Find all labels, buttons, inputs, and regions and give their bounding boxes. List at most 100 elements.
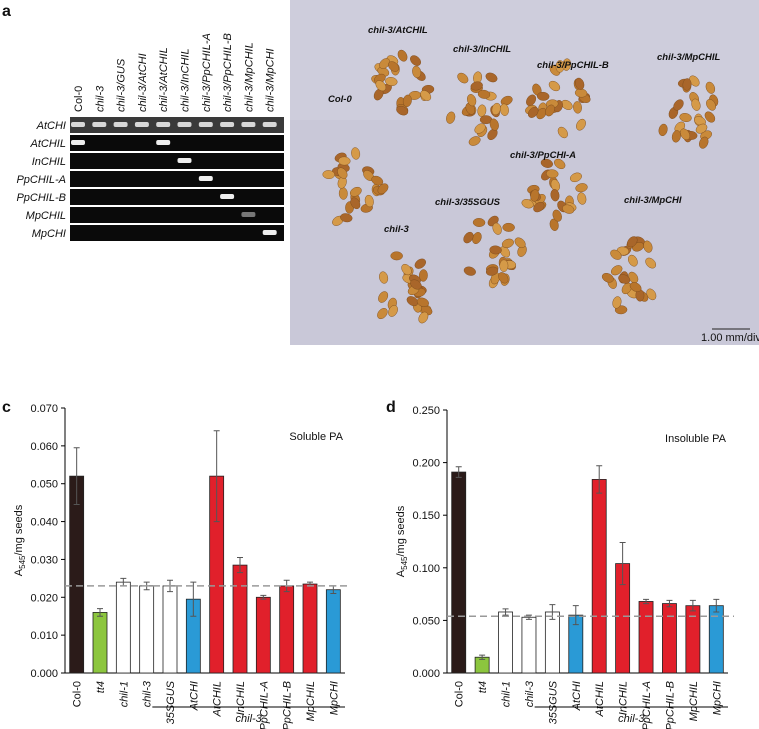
y-axis-label: A545/mg seeds [395, 505, 409, 577]
seed [467, 94, 477, 107]
seed [704, 111, 716, 123]
error-bar [73, 447, 80, 506]
gel-strip [70, 207, 284, 223]
seed [337, 167, 348, 179]
y-axis-label-part: /mg seeds [395, 505, 407, 556]
gel-strip [70, 117, 284, 133]
seed [577, 192, 587, 205]
y-tick-label: 0.070 [30, 403, 58, 415]
gel-strip [70, 225, 284, 241]
error-bar [479, 654, 486, 660]
x-tick-label: AtCHI [188, 681, 200, 711]
bar [279, 585, 295, 674]
seed [695, 123, 708, 134]
x-tick-label: chil-1 [501, 681, 513, 707]
bar [325, 589, 341, 674]
bar [662, 603, 677, 674]
group-label: chil-3 [618, 713, 645, 725]
lane-label: chil-3/MpCHIL [243, 42, 255, 112]
seed [385, 77, 398, 86]
gel-band [92, 122, 107, 127]
seed [533, 201, 545, 213]
error-bar [713, 598, 720, 613]
gel-row-label: PpCHIL-B [16, 192, 66, 204]
seed [545, 104, 555, 117]
gel-band [134, 122, 149, 127]
y-axis-label-part: /mg seeds [13, 504, 25, 555]
seed [420, 90, 432, 101]
seed [671, 130, 681, 143]
seed [514, 237, 526, 249]
seed [351, 147, 361, 160]
x-tick-label: tt4 [477, 681, 489, 693]
photo-label: chil-3/MpCHI [624, 195, 682, 206]
seed [552, 209, 562, 222]
x-tick-label: InCHIL [235, 681, 247, 715]
error-bar [502, 608, 509, 616]
seed [390, 251, 403, 261]
y-tick-label: 0.060 [30, 441, 58, 453]
seed [371, 175, 384, 186]
seed [673, 99, 684, 111]
gel-band [262, 230, 277, 235]
photo-label: chil-3/35SGUS [435, 197, 501, 208]
seed [418, 311, 429, 324]
seed [492, 222, 502, 235]
seed [457, 72, 469, 84]
photo-label: chil-3/MpCHIL [657, 52, 721, 63]
error-bar [97, 608, 103, 617]
x-tick-label: MpCHIL [688, 681, 700, 721]
seed [485, 72, 498, 83]
seed [412, 65, 422, 79]
y-tick-label: 0.000 [30, 668, 58, 680]
x-tick-label: InCHIL [618, 681, 630, 715]
seed [377, 183, 389, 195]
group-label: chil-3 [236, 713, 263, 725]
bar [115, 581, 131, 674]
seed [680, 128, 691, 141]
seed [463, 231, 474, 244]
gel-band [156, 122, 171, 127]
x-tick-label: MpCHI [328, 681, 340, 715]
gel-row-label: AtCHIL [30, 138, 66, 150]
seed [682, 78, 692, 91]
lane-label: chil-3 [94, 85, 106, 112]
gel-band [71, 122, 85, 127]
seed [377, 308, 388, 320]
seed [679, 113, 692, 122]
x-tick-label: 35SGUS [165, 680, 177, 724]
seed [526, 94, 537, 107]
seed [350, 197, 361, 210]
bar [498, 611, 513, 674]
seed [705, 81, 716, 94]
seed [418, 269, 428, 282]
seed [570, 172, 582, 183]
photo-label: chil-3/PpCHIL-B [537, 60, 609, 71]
error-bar [643, 598, 650, 605]
seed [550, 189, 560, 202]
x-tick-label: MpCHI [711, 681, 723, 715]
gel-band [241, 212, 256, 217]
seed [349, 186, 362, 197]
seed [573, 101, 582, 114]
seed [322, 170, 335, 179]
lane-label: chil-3/PpCHIL-A [201, 33, 213, 112]
x-tick-label: chil-1 [118, 681, 130, 707]
seed [397, 49, 408, 62]
y-tick-label: 0.200 [412, 458, 440, 470]
seed [546, 169, 559, 179]
x-tick-label: Col-0 [454, 681, 466, 707]
seed [618, 274, 631, 284]
seed [540, 158, 553, 168]
seed [612, 296, 622, 309]
x-tick-label: tt4 [95, 681, 107, 693]
y-axis-label: A545/mg seeds [13, 504, 27, 576]
seed [562, 204, 575, 214]
seed [643, 240, 653, 253]
seed [379, 58, 391, 69]
seed [521, 199, 534, 209]
seed [340, 213, 353, 223]
x-tick-label: chil-3 [524, 680, 536, 707]
y-tick-label: 0.250 [412, 405, 440, 417]
gel-row-label: AtCHI [36, 120, 66, 132]
